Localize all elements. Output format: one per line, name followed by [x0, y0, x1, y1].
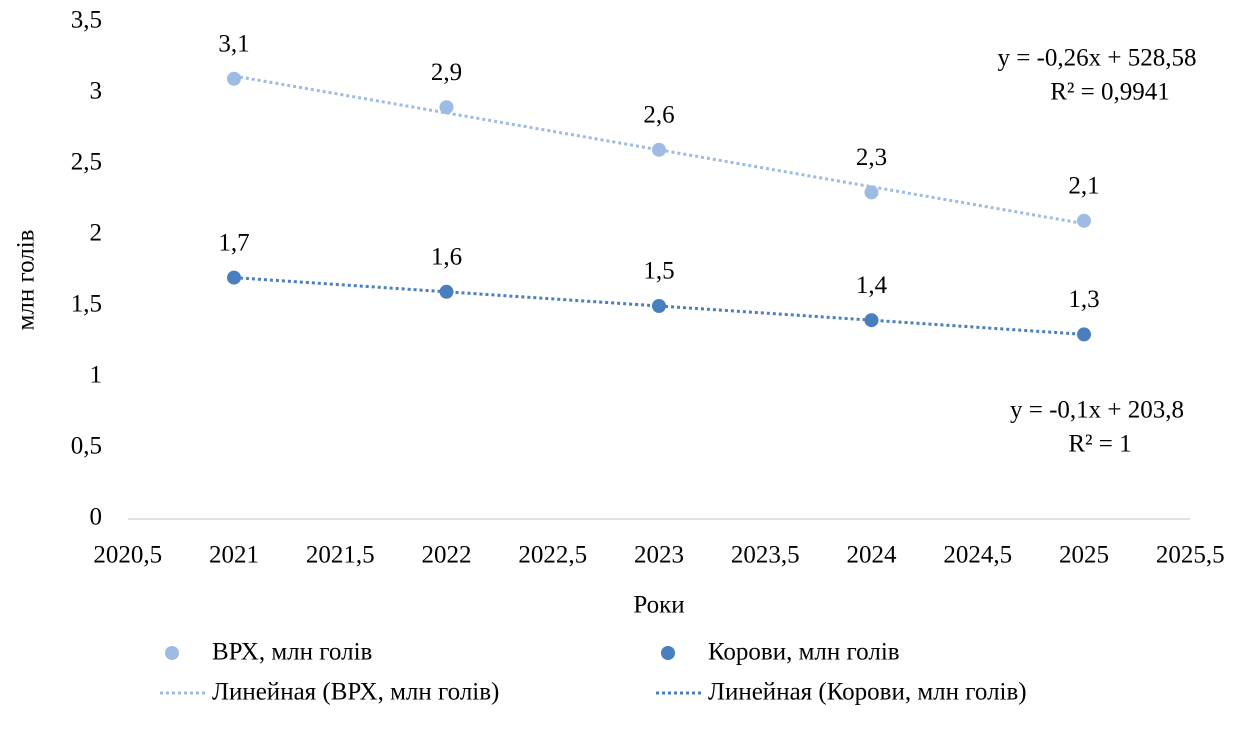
legend-marker — [165, 646, 179, 660]
legend-marker — [661, 646, 675, 660]
y-axis-title: млн голів — [13, 230, 40, 331]
data-label: 1,7 — [218, 229, 249, 256]
y-tick-label: 3,5 — [71, 7, 102, 34]
data-label: 1,6 — [431, 244, 462, 271]
x-tick-label: 2025,5 — [1156, 542, 1225, 569]
data-point — [1077, 327, 1091, 342]
legend-label: ВРХ, млн голів — [212, 639, 372, 666]
y-tick-label: 3 — [90, 78, 103, 105]
x-tick-label: 2024,5 — [943, 542, 1012, 569]
trendline-r2: R² = 0,9941 — [1050, 79, 1170, 106]
trendline — [233, 276, 1085, 336]
trendline-r2: R² = 1 — [1068, 431, 1131, 458]
data-label: 1,5 — [643, 258, 674, 285]
y-tick-label: 0,5 — [71, 433, 102, 460]
data-label: 2,3 — [856, 144, 887, 171]
data-label: 2,6 — [643, 102, 674, 129]
data-point — [864, 185, 879, 200]
y-tick-label: 0 — [90, 504, 103, 531]
x-tick-label: 2025 — [1059, 542, 1109, 569]
x-tick-label: 2024 — [847, 542, 898, 569]
x-tick-label: 2021,5 — [306, 542, 375, 569]
data-label: 1,4 — [856, 272, 888, 299]
y-tick-label: 2 — [90, 220, 103, 247]
x-axis-title: Роки — [633, 592, 684, 619]
data-point — [652, 142, 666, 157]
x-tick-label: 2023 — [634, 542, 684, 569]
data-point — [227, 270, 241, 285]
x-tick-label: 2022 — [422, 542, 472, 569]
data-point — [652, 299, 666, 313]
data-point — [1077, 213, 1091, 228]
data-point — [227, 71, 241, 86]
legend-label: Корови, млн голів — [708, 639, 900, 666]
x-tick-label: 2021 — [209, 542, 259, 569]
data-point — [864, 313, 879, 328]
trendline-equation: y = -0,1x + 203,8 — [1010, 397, 1184, 424]
trendline-equation: y = -0,26x + 528,58 — [997, 45, 1196, 72]
legend-label: Линейная (Корови, млн голів) — [708, 679, 1027, 706]
data-point — [439, 284, 454, 299]
x-tick-label: 2023,5 — [731, 542, 800, 569]
y-tick-label: 2,5 — [71, 149, 102, 176]
y-tick-label: 1 — [90, 362, 103, 389]
data-label: 2,1 — [1068, 173, 1099, 200]
data-label: 3,1 — [218, 31, 249, 58]
data-point — [439, 100, 454, 115]
x-tick-label: 2022,5 — [518, 542, 587, 569]
x-tick-label: 2020,5 — [93, 542, 162, 569]
y-tick-label: 1,5 — [71, 291, 102, 318]
legend-label: Линейная (ВРХ, млн голів) — [212, 679, 499, 706]
data-label: 1,3 — [1068, 286, 1099, 313]
data-label: 2,9 — [431, 59, 462, 86]
